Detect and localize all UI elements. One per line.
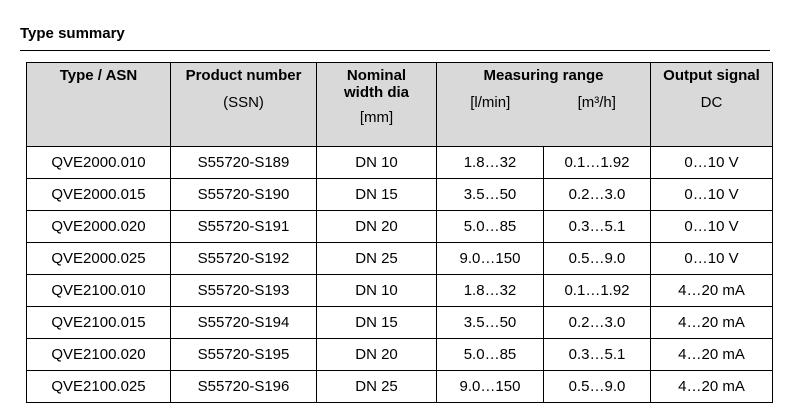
header-cell: Output signal DC (650, 62, 773, 147)
table-cell: 0.1…1.92 (543, 146, 651, 179)
header-label: Output signal (663, 67, 760, 84)
table-cell: DN 15 (316, 306, 437, 339)
table-cell: 4…20 mA (650, 370, 773, 403)
heading-rule (20, 50, 770, 51)
table-cell: 5.0…85 (436, 338, 544, 371)
table-cell: S55720-S196 (170, 370, 317, 403)
table-cell: 0.2…3.0 (543, 306, 651, 339)
table-cell: QVE2000.020 (26, 210, 171, 243)
type-summary-table: Type / ASN Product number (SSN) Nominal w… (26, 62, 773, 403)
table-row: QVE2100.025 S55720-S196 DN 25 9.0…150 0.5…9.… (26, 370, 773, 403)
header-sub: [l/min] (470, 94, 511, 111)
table-cell: QVE2100.025 (26, 370, 171, 403)
header-cell: Product number (SSN) (170, 62, 317, 147)
table-cell: 0.3…5.1 (543, 338, 651, 371)
header-label: Measuring range (483, 67, 604, 84)
section-heading: Type summary (20, 25, 125, 42)
table-cell: DN 20 (316, 210, 437, 243)
header-sub: (SSN) (223, 94, 264, 111)
table-cell: 0…10 V (650, 210, 773, 243)
header-sub: DC (700, 94, 723, 111)
table-row: QVE2000.010 S55720-S189 DN 10 1.8…32 0.1…1.9… (26, 146, 773, 179)
header-cell: Nominal width dia [mm] (316, 62, 437, 147)
table-cell: QVE2100.015 (26, 306, 171, 339)
table-cell: 0.1…1.92 (543, 274, 651, 307)
table-cell: 0.2…3.0 (543, 178, 651, 211)
header-label: Product number (185, 67, 302, 84)
table-body: QVE2000.010 S55720-S189 DN 10 1.8…32 0.1…1.9… (26, 146, 773, 403)
header-cell: Measuring range [l/min] [m³/h] (436, 62, 651, 147)
header-cell: Type / ASN (26, 62, 171, 147)
header-row: Type / ASN Product number (SSN) Nominal w… (26, 62, 773, 147)
table-cell: QVE2100.020 (26, 338, 171, 371)
table-cell: DN 10 (316, 146, 437, 179)
table-cell: 0…10 V (650, 242, 773, 275)
table-cell: S55720-S189 (170, 146, 317, 179)
table-row: QVE2100.020 S55720-S195 DN 20 5.0…85 0.3…5.1… (26, 338, 773, 371)
table-cell: S55720-S193 (170, 274, 317, 307)
table-cell: 0…10 V (650, 146, 773, 179)
table-cell: 3.5…50 (436, 306, 544, 339)
table-cell: S55720-S190 (170, 178, 317, 211)
table-cell: S55720-S192 (170, 242, 317, 275)
header-sub: [m³/h] (577, 94, 616, 111)
table-cell: 9.0…150 (436, 370, 544, 403)
table-row: QVE2100.015 S55720-S194 DN 15 3.5…50 0.2…3.0… (26, 306, 773, 339)
table-cell: QVE2000.015 (26, 178, 171, 211)
table-cell: 1.8…32 (436, 274, 544, 307)
table-cell: S55720-S194 (170, 306, 317, 339)
table-cell: QVE2000.025 (26, 242, 171, 275)
table-cell: 0…10 V (650, 178, 773, 211)
table-cell: S55720-S195 (170, 338, 317, 371)
table-cell: DN 10 (316, 274, 437, 307)
table-cell: 9.0…150 (436, 242, 544, 275)
table-cell: DN 20 (316, 338, 437, 371)
table-cell: 0.5…9.0 (543, 370, 651, 403)
table-cell: 0.5…9.0 (543, 242, 651, 275)
table-cell: S55720-S191 (170, 210, 317, 243)
header-sub: [mm] (359, 109, 394, 126)
header-label: Type / ASN (59, 67, 138, 84)
table-cell: QVE2100.010 (26, 274, 171, 307)
header-label: Nominal width dia (344, 67, 409, 101)
table-cell: 4…20 mA (650, 338, 773, 371)
table-cell: 3.5…50 (436, 178, 544, 211)
table-cell: DN 25 (316, 242, 437, 275)
table-cell: 4…20 mA (650, 274, 773, 307)
table-cell: 4…20 mA (650, 306, 773, 339)
header-subs: [l/min] [m³/h] (437, 94, 650, 111)
table-cell: 0.3…5.1 (543, 210, 651, 243)
table-cell: 1.8…32 (436, 146, 544, 179)
table-row: QVE2100.010 S55720-S193 DN 10 1.8…32 0.1…1.9… (26, 274, 773, 307)
table-cell: DN 15 (316, 178, 437, 211)
table-row: QVE2000.025 S55720-S192 DN 25 9.0…150 0.5…9.… (26, 242, 773, 275)
table-cell: QVE2000.010 (26, 146, 171, 179)
table-cell: DN 25 (316, 370, 437, 403)
table-row: QVE2000.020 S55720-S191 DN 20 5.0…85 0.3…5.1… (26, 210, 773, 243)
table-row: QVE2000.015 S55720-S190 DN 15 3.5…50 0.2…3.0… (26, 178, 773, 211)
table-cell: 5.0…85 (436, 210, 544, 243)
